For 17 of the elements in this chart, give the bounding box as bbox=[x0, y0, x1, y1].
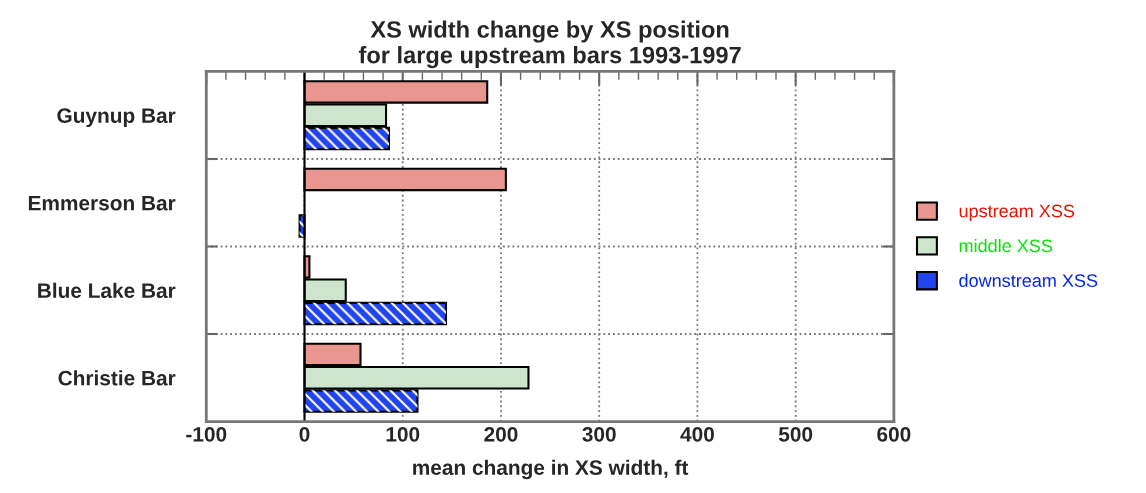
x-tick-label: -100 bbox=[186, 426, 227, 442]
y-tick-label: Christie Bar bbox=[58, 370, 176, 386]
x-tick-label: 200 bbox=[484, 426, 518, 442]
x-axis-title: mean change in XS width, ft bbox=[413, 459, 689, 480]
legend-label: downstream XSS bbox=[959, 273, 1098, 288]
y-tick-label: Blue Lake Bar bbox=[38, 282, 176, 299]
y-tick-label: Emmerson Bar bbox=[28, 195, 176, 211]
legend-label: upstream XSS bbox=[959, 204, 1075, 221]
x-tick-label: 600 bbox=[877, 426, 911, 442]
y-tick-label: Guynup Bar bbox=[57, 108, 176, 128]
x-tick-label: 100 bbox=[386, 426, 420, 442]
x-tick-label: 500 bbox=[778, 426, 813, 442]
x-tick-label: 0 bbox=[299, 426, 310, 442]
x-tick-label: 300 bbox=[582, 426, 616, 442]
legend-label: middle XSS bbox=[959, 238, 1053, 253]
x-tick-label: 400 bbox=[680, 426, 714, 442]
chart-title: XS width change by XS position for large upstream bars 1993-1997 bbox=[358, 20, 741, 69]
